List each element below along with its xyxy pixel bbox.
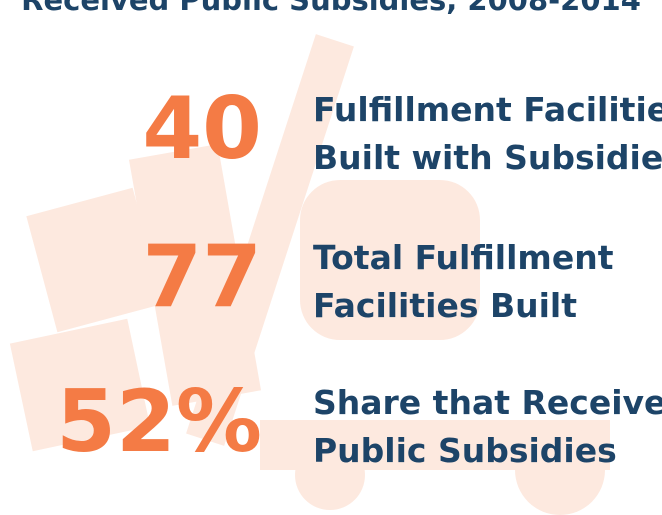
- stat-label: Public Subsidies: [313, 431, 617, 470]
- stat-value: 77: [142, 227, 262, 327]
- stat-label: Share that Received: [313, 383, 662, 422]
- title: Received Public Subsidies, 2008-2014: [21, 0, 641, 17]
- stat-label: Built with Subsidies: [313, 138, 662, 177]
- stat-value: 40: [142, 79, 262, 179]
- stat-label: Total Fulfillment: [313, 238, 614, 277]
- infographic: Received Public Subsidies, 2008-2014 40 F…: [0, 0, 662, 515]
- stat-label: Facilities Built: [313, 286, 577, 325]
- stat-label: Fulfillment Facilities: [313, 90, 662, 129]
- stat-value: 52%: [56, 372, 262, 472]
